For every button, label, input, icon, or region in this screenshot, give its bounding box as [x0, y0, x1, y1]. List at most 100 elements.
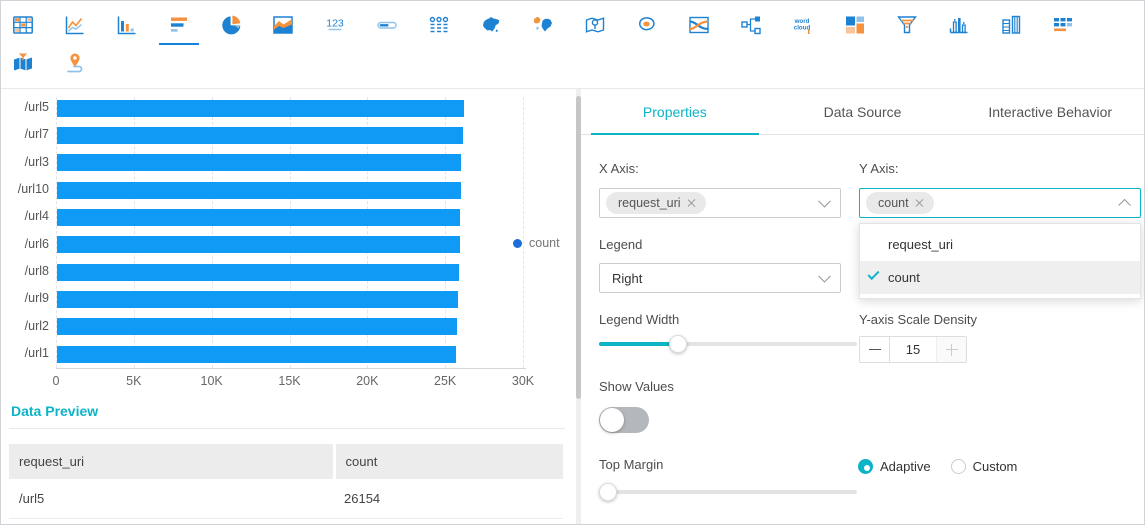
remove-tag-icon[interactable]: [915, 198, 925, 208]
flow-chart-icon[interactable]: [426, 12, 452, 38]
chart-gridline: [56, 97, 57, 368]
y-category-label: /url7: [24, 127, 49, 142]
pie-chart-icon[interactable]: [218, 12, 244, 38]
margin-mode-radios: Adaptive Custom: [858, 459, 1017, 474]
slider-track[interactable]: [599, 490, 857, 494]
legend-width-slider[interactable]: [599, 335, 857, 353]
scrollbar-thumb[interactable]: [576, 96, 581, 399]
y-axis-select[interactable]: count: [859, 188, 1141, 218]
chart-gridline: [367, 97, 369, 368]
chart-bar: [57, 263, 459, 281]
decrement-button[interactable]: [860, 337, 890, 362]
remove-tag-icon[interactable]: [687, 198, 697, 208]
chart-gridline: [523, 97, 524, 368]
table-column-header: count: [334, 444, 563, 479]
chevron-down-icon: [820, 197, 829, 206]
dropdown-option-request_uri[interactable]: request_uri: [860, 228, 1140, 261]
radio-label: Adaptive: [880, 459, 931, 474]
x-axis-select[interactable]: request_uri: [599, 188, 841, 218]
chart-gridline: [445, 97, 447, 368]
x-tick-label: 10K: [200, 374, 223, 388]
chart-bar: [57, 345, 456, 363]
radio-custom[interactable]: Custom: [950, 459, 1017, 474]
increment-button[interactable]: [936, 337, 966, 362]
dropdown-option-label: count: [888, 270, 920, 285]
sankey-icon[interactable]: [738, 12, 764, 38]
dropdown-option-count[interactable]: count: [860, 261, 1140, 294]
panel-tabs: Properties Data Source Interactive Behavio…: [581, 89, 1144, 135]
y-category-label: /url8: [24, 264, 49, 279]
table-icon[interactable]: [10, 12, 36, 38]
y-category-label: /url2: [24, 318, 49, 333]
bar-chart-preview: 0 5K 10K 15K 20K 25K 30K/url5/url7/url3/url10 /…: [1, 89, 576, 401]
single-value-icon[interactable]: 123: [322, 12, 348, 38]
y-category-label: /url4: [24, 209, 49, 224]
tab-interactive-behavior[interactable]: Interactive Behavior: [988, 103, 1113, 120]
x-axis-tag-label: request_uri: [618, 196, 681, 210]
radio-adaptive[interactable]: Adaptive: [858, 459, 931, 474]
scale-density-label: Y-axis Scale Density: [859, 312, 978, 327]
y-category-label: /url3: [24, 154, 49, 169]
treemap-icon[interactable]: [842, 12, 868, 38]
world-map-icon[interactable]: [530, 12, 556, 38]
y-category-label: /url1: [24, 346, 49, 361]
river-chart-icon[interactable]: [686, 12, 712, 38]
tab-data-source[interactable]: Data Source: [823, 103, 902, 120]
word-cloud-icon[interactable]: word cloud: [790, 12, 816, 38]
compare-chart-icon[interactable]: [998, 12, 1024, 38]
show-values-toggle[interactable]: [599, 407, 649, 433]
chart-legend-item[interactable]: count: [513, 236, 560, 250]
chevron-down-icon: [820, 272, 829, 281]
slider-handle[interactable]: [599, 483, 617, 501]
chart-preview-section: 0 5K 10K 15K 20K 25K 30K/url5/url7/url3/url10 /…: [1, 89, 576, 524]
china-map-icon[interactable]: [478, 12, 504, 38]
map-funnel-icon[interactable]: [10, 50, 36, 76]
line-chart-icon[interactable]: [62, 12, 88, 38]
location-map-icon[interactable]: [582, 12, 608, 38]
radio-icon: [858, 459, 873, 474]
chart-gridline: [133, 97, 135, 368]
legend-position-select[interactable]: Right: [599, 263, 841, 293]
x-tick-label: 5K: [126, 374, 142, 388]
trajectory-icon[interactable]: [62, 50, 88, 76]
legend-position-label: Legend: [599, 237, 643, 252]
minus-icon: [868, 348, 881, 351]
y-axis-tag: count: [866, 192, 934, 214]
x-axis-line: [56, 368, 526, 369]
chart-bar: [57, 318, 458, 336]
slider-track[interactable]: [599, 342, 857, 346]
matrix-icon[interactable]: [1050, 12, 1076, 38]
chart-gridline: [211, 97, 213, 368]
heat-map-icon[interactable]: [634, 12, 660, 38]
chart-bar: [57, 126, 464, 144]
slider-fill: [599, 342, 678, 346]
check-icon: [867, 267, 880, 281]
funnel-icon[interactable]: [894, 12, 920, 38]
top-margin-label: Top Margin: [599, 457, 664, 472]
table-row: /url5 26154: [9, 479, 563, 519]
tab-properties[interactable]: Properties: [581, 89, 769, 135]
chart-bar: [57, 236, 460, 254]
panel-divider: [576, 89, 581, 524]
radio-icon: [950, 459, 966, 474]
progress-bar-icon[interactable]: [374, 12, 400, 38]
x-tick-label: 30K: [511, 374, 535, 388]
bar-chart-icon[interactable]: [166, 12, 192, 38]
column-chart-icon[interactable]: [114, 12, 140, 38]
legend-position-value: Right: [612, 270, 643, 286]
scale-density-value: 15: [905, 342, 921, 357]
chart-type-toolbar: 123 word cloud: [1, 1, 1144, 89]
legend-label: count: [529, 236, 560, 250]
slider-handle[interactable]: [668, 335, 687, 353]
toolbar-row-2: [10, 50, 88, 76]
dropdown-option-label: request_uri: [888, 237, 954, 252]
legend-width-label: Legend Width: [599, 312, 680, 327]
x-axis-tag: request_uri: [606, 192, 706, 214]
y-category-label: /url5: [24, 100, 49, 114]
show-values-label: Show Values: [599, 379, 674, 394]
svg-text:cloud: cloud: [794, 25, 811, 32]
distribution-icon[interactable]: [946, 12, 972, 38]
top-margin-slider[interactable]: [599, 483, 857, 501]
area-chart-icon[interactable]: [270, 12, 296, 38]
